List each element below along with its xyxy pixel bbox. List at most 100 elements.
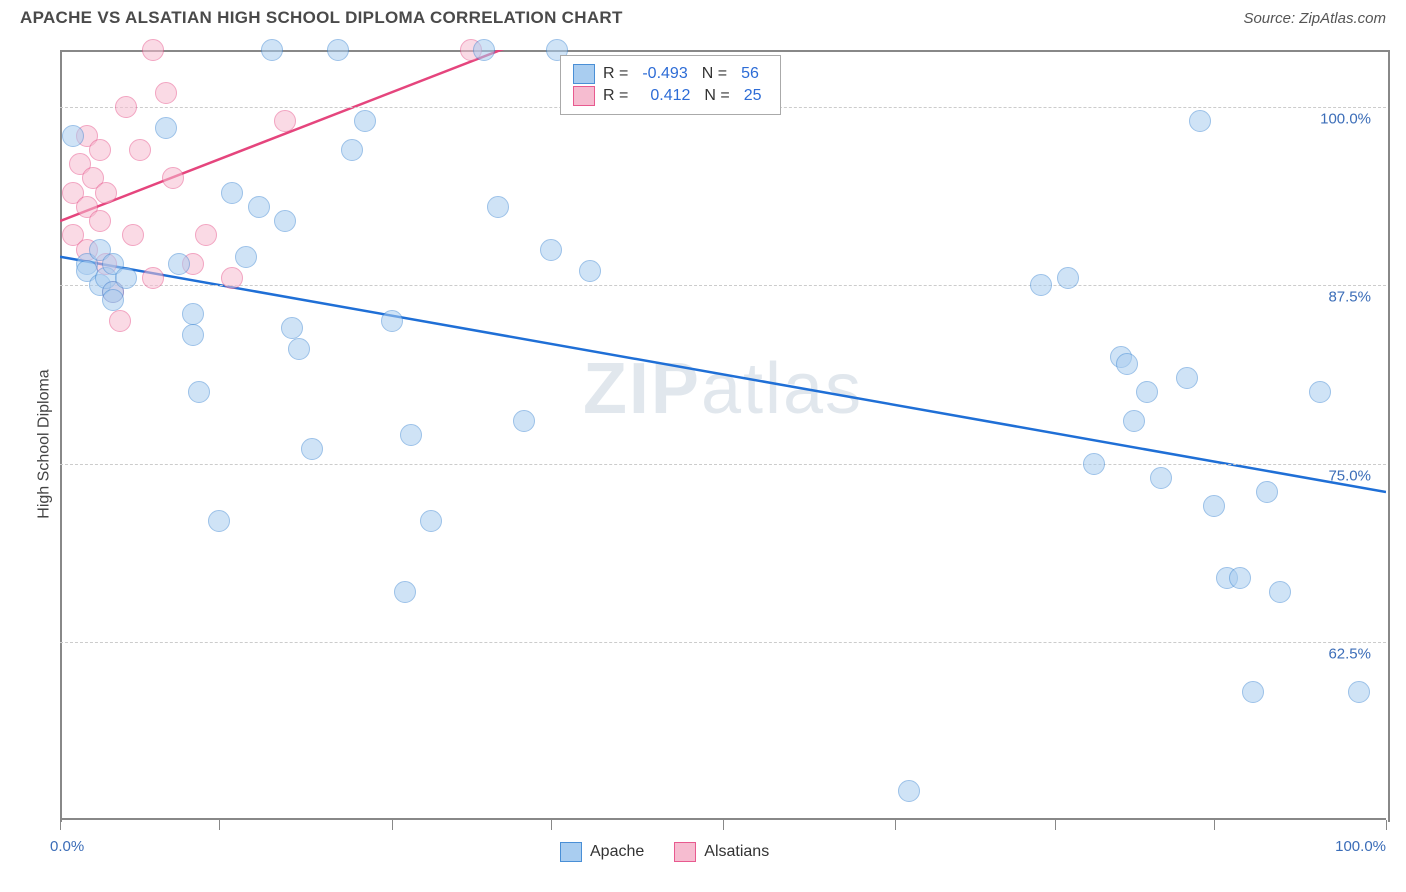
x-max-label: 100.0%	[1335, 838, 1386, 855]
apache-point	[898, 780, 920, 802]
x-tick	[1055, 820, 1056, 830]
apache-point	[1309, 381, 1331, 403]
alsatian-point	[129, 139, 151, 161]
watermark: ZIPatlas	[583, 348, 863, 430]
apache-point	[341, 139, 363, 161]
alsatian-point	[89, 210, 111, 232]
apache-point	[1189, 110, 1211, 132]
n-label: N =	[704, 87, 729, 105]
x-tick	[1386, 820, 1387, 830]
alsatian-swatch-icon	[674, 842, 696, 862]
apache-swatch-icon	[573, 64, 595, 84]
chart-title: APACHE VS ALSATIAN HIGH SCHOOL DIPLOMA C…	[20, 8, 623, 28]
apache-point	[381, 310, 403, 332]
apache-point	[62, 125, 84, 147]
apache-point	[394, 581, 416, 603]
x-tick	[895, 820, 896, 830]
apache-point	[1136, 381, 1158, 403]
apache-point	[102, 289, 124, 311]
apache-point	[1269, 581, 1291, 603]
apache-point	[188, 381, 210, 403]
x-min-label: 0.0%	[50, 838, 84, 855]
watermark-atlas: atlas	[701, 349, 863, 429]
x-tick	[551, 820, 552, 830]
plot-area: ZIPatlas 100.0% 87.5% 75.0% 62.5%	[60, 50, 1386, 820]
y-axis-title: High School Diploma	[36, 369, 54, 518]
apache-point	[155, 117, 177, 139]
y-tick-label: 87.5%	[1328, 289, 1371, 306]
apache-point	[115, 267, 137, 289]
apache-point	[182, 324, 204, 346]
watermark-zip: ZIP	[583, 349, 701, 429]
apache-point	[1083, 453, 1105, 475]
apache-point	[420, 510, 442, 532]
x-tick	[1214, 820, 1215, 830]
apache-point	[235, 246, 257, 268]
apache-swatch-icon	[560, 842, 582, 862]
apache-point	[301, 438, 323, 460]
alsatian-point	[142, 267, 164, 289]
alsatian-point	[89, 139, 111, 161]
apache-point	[274, 210, 296, 232]
apache-point	[513, 410, 535, 432]
apache-point	[168, 253, 190, 275]
trend-lines-svg	[60, 50, 1386, 820]
alsatian-point	[115, 96, 137, 118]
n-label: N =	[702, 65, 727, 83]
stats-row-alsatian: R = 0.412 N = 25	[573, 86, 768, 106]
alsatian-point	[162, 167, 184, 189]
apache-point	[248, 196, 270, 218]
apache-point	[1203, 495, 1225, 517]
x-tick	[392, 820, 393, 830]
apache-point	[261, 39, 283, 61]
x-tick	[723, 820, 724, 830]
stats-row-apache: R = -0.493 N = 56	[573, 64, 768, 84]
stats-legend-box: R = -0.493 N = 56 R = 0.412 N = 25	[560, 55, 781, 115]
gridline	[60, 464, 1386, 465]
gridline	[60, 642, 1386, 643]
apache-point	[1176, 367, 1198, 389]
y-tick-label: 100.0%	[1320, 111, 1371, 128]
legend-item-alsatian: Alsatians	[674, 842, 769, 862]
apache-point	[487, 196, 509, 218]
apache-point	[354, 110, 376, 132]
y-tick-label: 75.0%	[1328, 467, 1371, 484]
y-tick-label: 62.5%	[1328, 645, 1371, 662]
alsatian-trend-line	[60, 50, 537, 221]
alsatian-point	[95, 182, 117, 204]
apache-point	[327, 39, 349, 61]
apache-point	[1057, 267, 1079, 289]
alsatian-swatch-icon	[573, 86, 595, 106]
alsatian-point	[122, 224, 144, 246]
apache-point	[1123, 410, 1145, 432]
legend-bottom: Apache Alsatians	[560, 842, 769, 862]
r-label: R =	[603, 87, 628, 105]
apache-point	[540, 239, 562, 261]
apache-point	[579, 260, 601, 282]
alsatian-point	[221, 267, 243, 289]
apache-point	[221, 182, 243, 204]
apache-point	[182, 303, 204, 325]
apache-n-value: 56	[741, 65, 759, 83]
apache-point	[208, 510, 230, 532]
alsatian-n-value: 25	[744, 87, 762, 105]
apache-point	[1348, 681, 1370, 703]
x-tick	[60, 820, 61, 830]
apache-point	[1256, 481, 1278, 503]
apache-point	[473, 39, 495, 61]
alsatian-point	[109, 310, 131, 332]
alsatian-point	[142, 39, 164, 61]
r-label: R =	[603, 65, 628, 83]
apache-point	[1030, 274, 1052, 296]
apache-point	[1229, 567, 1251, 589]
apache-point	[1116, 353, 1138, 375]
apache-point	[288, 338, 310, 360]
legend-apache-label: Apache	[590, 843, 644, 861]
gridline	[60, 285, 1386, 286]
apache-r-value: -0.493	[642, 65, 687, 83]
apache-point	[281, 317, 303, 339]
legend-alsatian-label: Alsatians	[704, 843, 769, 861]
apache-point	[1150, 467, 1172, 489]
alsatian-r-value: 0.412	[650, 87, 690, 105]
apache-point	[1242, 681, 1264, 703]
